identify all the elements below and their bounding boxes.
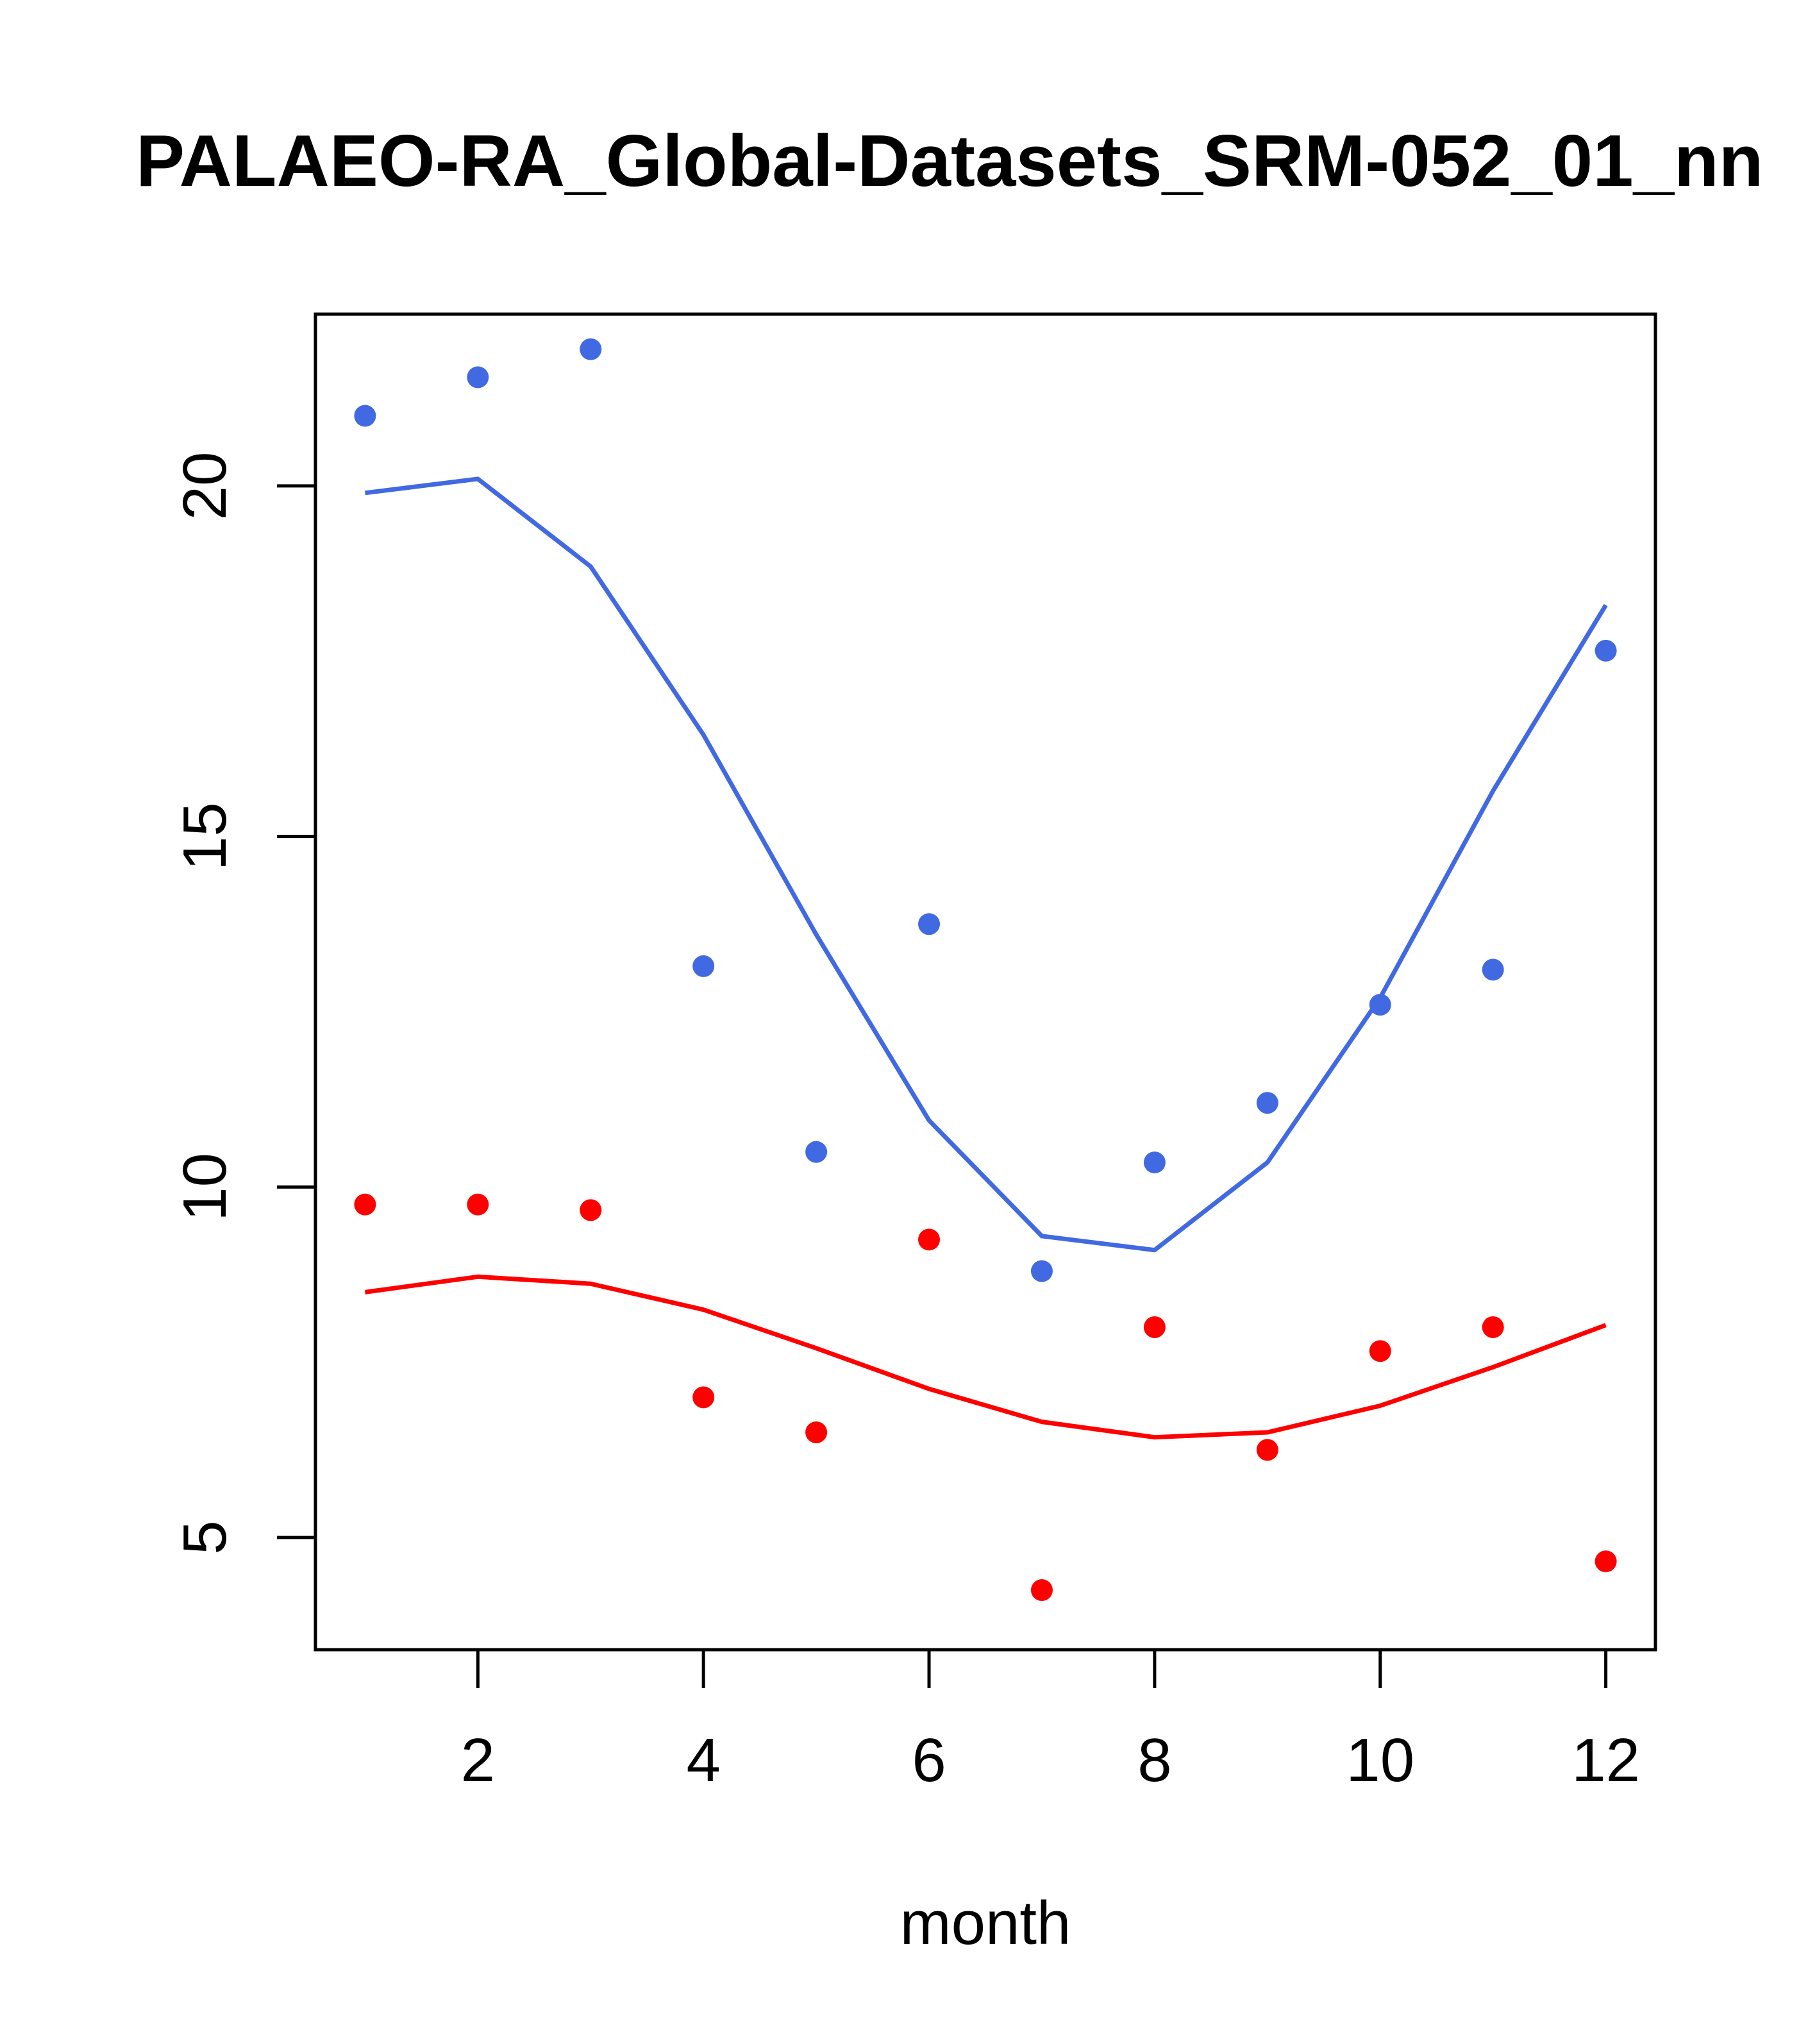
blue-point-10 <box>1369 994 1391 1016</box>
red-line-series <box>364 1274 1607 1440</box>
blue-point-12 <box>1595 639 1617 662</box>
red-point-5 <box>805 1421 828 1444</box>
plot-frame <box>314 312 1657 1652</box>
red-point-1 <box>354 1193 376 1216</box>
red-point-6 <box>918 1228 941 1251</box>
y-tick-label: 20 <box>171 452 239 521</box>
blue-point-8 <box>1143 1152 1166 1174</box>
y-axis: 5 10 15 20 <box>171 452 315 1555</box>
y-tick-label: 5 <box>171 1520 239 1554</box>
y-tick-label: 15 <box>171 802 239 871</box>
red-point-11 <box>1482 1316 1504 1339</box>
blue-point-9 <box>1256 1092 1278 1114</box>
blue-point-5 <box>805 1141 828 1163</box>
blue-point-2 <box>467 366 489 389</box>
y-tick-label: 10 <box>171 1153 239 1221</box>
series-layer <box>354 338 1617 1602</box>
red-point-4 <box>692 1386 715 1409</box>
x-axis-label: month <box>900 1889 1071 1957</box>
red-point-9 <box>1256 1439 1278 1461</box>
blue-point-1 <box>354 405 376 427</box>
red-point-2 <box>467 1193 489 1216</box>
red-point-3 <box>580 1199 602 1221</box>
chart-title: PALAEO-RA_Global-Datasets_SRM-052_01_nn <box>136 121 1763 202</box>
x-tick-label: 10 <box>1346 1726 1414 1795</box>
blue-point-6 <box>918 913 941 935</box>
red-point-12 <box>1595 1550 1617 1573</box>
blue-point-3 <box>580 338 602 360</box>
red-point-7 <box>1030 1579 1053 1602</box>
x-axis: 2 4 6 8 10 12 <box>461 1650 1640 1795</box>
blue-line-series <box>364 476 1608 1253</box>
blue-point-4 <box>692 955 715 977</box>
x-tick-label: 4 <box>686 1726 720 1795</box>
blue-point-11 <box>1482 959 1504 981</box>
blue-point-7 <box>1030 1260 1053 1282</box>
x-tick-label: 6 <box>912 1726 946 1795</box>
x-tick-label: 8 <box>1137 1726 1171 1795</box>
x-tick-label: 12 <box>1571 1726 1640 1795</box>
red-point-10 <box>1369 1340 1391 1362</box>
x-tick-label: 2 <box>461 1726 495 1795</box>
red-point-8 <box>1143 1316 1166 1339</box>
